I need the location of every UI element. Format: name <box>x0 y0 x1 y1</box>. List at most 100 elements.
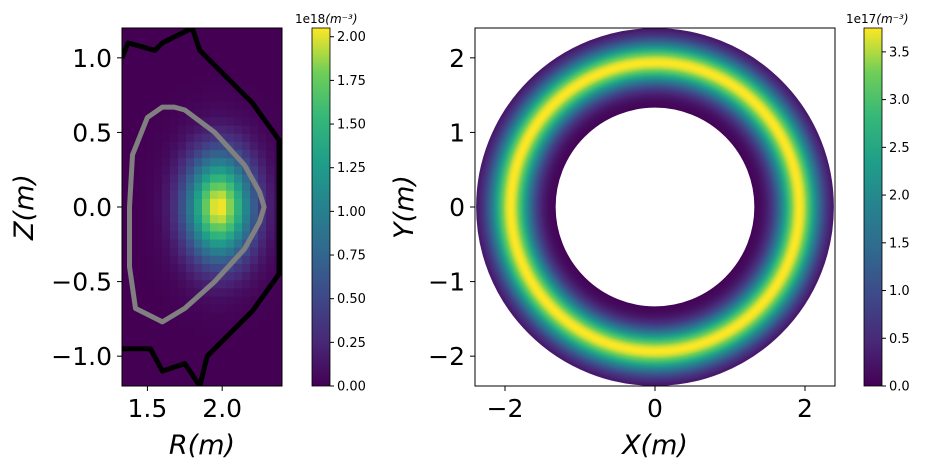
heatmap-cell <box>138 28 147 37</box>
heatmap-cell <box>170 93 179 102</box>
right-colorbar-exponent: 1e17 <box>846 12 876 26</box>
heatmap-cell <box>154 133 163 143</box>
right-y-tick-label: −2 <box>428 342 465 371</box>
heatmap-cell <box>250 68 259 78</box>
heatmap-cell <box>130 68 139 78</box>
heatmap-cell <box>218 215 227 224</box>
heatmap-cell <box>218 52 227 62</box>
heatmap-cell <box>218 166 227 176</box>
density-ring-band <box>553 105 757 309</box>
heatmap-cell <box>250 150 259 159</box>
heatmap-cell <box>234 101 243 110</box>
heatmap-cell <box>218 288 227 298</box>
heatmap-cell <box>250 133 259 143</box>
heatmap-cell <box>234 93 243 102</box>
heatmap-cell <box>274 109 282 119</box>
heatmap-cell <box>250 141 259 151</box>
heatmap-cell <box>194 52 203 62</box>
heatmap-cell <box>154 182 163 192</box>
heatmap-cell <box>202 93 211 102</box>
heatmap-cell <box>266 215 275 224</box>
right-heatmap <box>476 28 834 386</box>
heatmap-cell <box>202 36 211 45</box>
heatmap-cell <box>186 117 195 127</box>
heatmap-cell <box>202 76 211 86</box>
density-ring-band <box>546 98 764 316</box>
heatmap-cell <box>226 60 235 70</box>
heatmap-cell <box>210 182 219 192</box>
heatmap-cell <box>250 247 259 257</box>
heatmap-cell <box>178 207 187 216</box>
density-ring-band <box>490 42 820 372</box>
density-ring-band <box>485 37 825 377</box>
heatmap-cell <box>138 101 147 110</box>
right-y-tick-label: −1 <box>428 268 465 297</box>
heatmap-cell <box>218 361 227 371</box>
heatmap-cell <box>146 255 155 265</box>
heatmap-cell <box>122 158 131 167</box>
heatmap-cell <box>194 215 203 224</box>
heatmap-cell <box>274 68 282 78</box>
heatmap-cell <box>234 263 243 273</box>
heatmap-cell <box>218 60 227 70</box>
density-ring-band <box>526 78 784 336</box>
density-ring-band <box>491 43 819 371</box>
colorbar-tick-label: 1.0 <box>889 284 910 299</box>
heatmap-cell <box>218 28 227 37</box>
heatmap-cell <box>274 36 282 45</box>
heatmap-cell <box>146 272 155 281</box>
heatmap-cell <box>258 84 267 94</box>
heatmap-cell <box>162 329 171 338</box>
heatmap-cell <box>234 353 243 363</box>
heatmap-cell <box>234 68 243 78</box>
heatmap-cell <box>258 263 267 273</box>
colorbar-tick-label: 1.50 <box>337 118 366 133</box>
heatmap-cell <box>130 369 139 379</box>
heatmap-cell <box>178 329 187 338</box>
heatmap-cell <box>138 239 147 249</box>
heatmap-cell <box>146 76 155 86</box>
heatmap-cell <box>178 296 187 306</box>
heatmap-cell <box>210 93 219 102</box>
heatmap-cell <box>194 198 203 208</box>
heatmap-cell <box>146 60 155 70</box>
heatmap-cell <box>162 190 171 200</box>
heatmap-cell <box>162 247 171 257</box>
heatmap-cell <box>130 353 139 363</box>
heatmap-cell <box>202 345 211 355</box>
heatmap-cell <box>218 320 227 330</box>
heatmap-cell <box>266 150 275 159</box>
heatmap-cell <box>210 36 219 45</box>
heatmap-cell <box>186 198 195 208</box>
heatmap-cell <box>130 101 139 110</box>
heatmap-cell <box>250 84 259 94</box>
heatmap-cell <box>218 304 227 314</box>
heatmap-cell <box>202 239 211 249</box>
heatmap-cell <box>258 101 267 110</box>
heatmap-cell <box>170 247 179 257</box>
left-y-tick-label: −1.0 <box>51 342 112 371</box>
heatmap-cell <box>170 231 179 241</box>
heatmap-cell <box>154 215 163 224</box>
heatmap-cell <box>122 150 131 159</box>
heatmap-cell <box>194 28 203 37</box>
heatmap-cell <box>186 337 195 346</box>
heatmap-cell <box>122 329 131 338</box>
heatmap-cell <box>250 239 259 249</box>
heatmap-cell <box>258 377 267 386</box>
heatmap-cell <box>186 60 195 70</box>
heatmap-cell <box>226 288 235 298</box>
heatmap-cell <box>170 304 179 314</box>
heatmap-cell <box>162 141 171 151</box>
heatmap-cell <box>250 263 259 273</box>
heatmap-cell <box>178 231 187 241</box>
heatmap-cell <box>138 84 147 94</box>
heatmap-cell <box>234 52 243 62</box>
right-y-tick-label: 0 <box>449 193 465 222</box>
heatmap-cell <box>194 190 203 200</box>
heatmap-cell <box>258 28 267 37</box>
heatmap-cell <box>250 198 259 208</box>
heatmap-cell <box>218 125 227 135</box>
heatmap-cell <box>122 247 131 257</box>
heatmap-cell <box>138 320 147 330</box>
